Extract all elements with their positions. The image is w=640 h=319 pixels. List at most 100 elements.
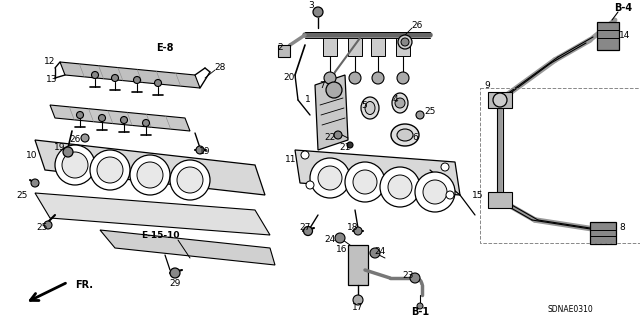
- Text: 21: 21: [339, 144, 351, 152]
- Text: E-15-10: E-15-10: [141, 231, 179, 240]
- Circle shape: [111, 75, 118, 81]
- Circle shape: [137, 162, 163, 188]
- Circle shape: [313, 7, 323, 17]
- Text: 9: 9: [484, 80, 490, 90]
- Circle shape: [306, 181, 314, 189]
- Circle shape: [97, 157, 123, 183]
- Text: 25: 25: [16, 190, 28, 199]
- Text: 24: 24: [374, 248, 386, 256]
- Circle shape: [55, 145, 95, 185]
- Polygon shape: [295, 150, 460, 195]
- Circle shape: [77, 112, 83, 118]
- Bar: [488, 92, 512, 108]
- Circle shape: [372, 72, 384, 84]
- Text: 7: 7: [319, 80, 325, 90]
- Circle shape: [99, 115, 106, 122]
- Bar: [590, 222, 616, 244]
- Circle shape: [130, 155, 170, 195]
- Ellipse shape: [391, 124, 419, 146]
- Text: 27: 27: [300, 224, 310, 233]
- Circle shape: [63, 147, 73, 157]
- Circle shape: [120, 116, 127, 123]
- Text: 8: 8: [619, 224, 625, 233]
- Circle shape: [134, 77, 141, 84]
- Text: 25: 25: [36, 224, 48, 233]
- Circle shape: [415, 172, 455, 212]
- Text: 22: 22: [324, 133, 335, 143]
- Bar: [488, 192, 512, 208]
- Circle shape: [398, 35, 412, 49]
- Text: 19: 19: [54, 144, 66, 152]
- Circle shape: [154, 79, 161, 86]
- Text: 14: 14: [620, 31, 630, 40]
- Circle shape: [353, 170, 377, 194]
- Text: 10: 10: [26, 151, 38, 160]
- Circle shape: [417, 303, 423, 309]
- Circle shape: [410, 273, 420, 283]
- Circle shape: [196, 146, 204, 154]
- Text: 3: 3: [308, 2, 314, 11]
- Bar: [597, 22, 619, 50]
- Polygon shape: [35, 193, 270, 235]
- Circle shape: [493, 93, 507, 107]
- Circle shape: [326, 82, 342, 98]
- Circle shape: [335, 233, 345, 243]
- Bar: [480, 88, 640, 243]
- Circle shape: [177, 167, 203, 193]
- Text: 18: 18: [348, 224, 359, 233]
- Polygon shape: [60, 62, 200, 88]
- Text: 25: 25: [424, 108, 436, 116]
- Ellipse shape: [361, 97, 379, 119]
- Bar: [348, 38, 362, 56]
- Text: 11: 11: [285, 155, 297, 165]
- Text: 28: 28: [214, 63, 226, 72]
- Circle shape: [318, 166, 342, 190]
- Text: 5: 5: [361, 100, 367, 109]
- Circle shape: [345, 162, 385, 202]
- Text: 1: 1: [305, 95, 311, 105]
- Ellipse shape: [392, 93, 408, 113]
- Circle shape: [395, 98, 405, 108]
- Polygon shape: [50, 105, 190, 131]
- Circle shape: [81, 134, 89, 142]
- Circle shape: [347, 142, 353, 148]
- Text: 23: 23: [403, 271, 413, 279]
- Text: 6: 6: [412, 133, 418, 143]
- Text: 20: 20: [284, 73, 294, 83]
- Circle shape: [354, 227, 362, 235]
- Circle shape: [310, 158, 350, 198]
- Circle shape: [349, 72, 361, 84]
- Circle shape: [303, 226, 312, 235]
- Circle shape: [170, 160, 210, 200]
- Circle shape: [446, 191, 454, 199]
- Bar: [371, 38, 385, 56]
- Text: SDNAE0310: SDNAE0310: [547, 306, 593, 315]
- Text: 2: 2: [277, 43, 283, 53]
- Circle shape: [416, 111, 424, 119]
- Circle shape: [324, 72, 336, 84]
- Bar: [396, 38, 410, 56]
- Circle shape: [388, 175, 412, 199]
- Text: B-4: B-4: [614, 3, 632, 13]
- Text: 15: 15: [472, 190, 484, 199]
- Bar: [278, 45, 290, 57]
- Circle shape: [301, 151, 309, 159]
- Circle shape: [31, 179, 39, 187]
- Bar: [323, 38, 337, 56]
- Ellipse shape: [365, 101, 375, 115]
- Ellipse shape: [397, 129, 413, 141]
- Circle shape: [143, 120, 150, 127]
- Circle shape: [92, 71, 99, 78]
- Polygon shape: [100, 230, 275, 265]
- Text: B-1: B-1: [411, 307, 429, 317]
- Text: 13: 13: [46, 76, 58, 85]
- Text: FR.: FR.: [75, 280, 93, 290]
- Text: 4: 4: [392, 95, 398, 105]
- Polygon shape: [315, 75, 348, 150]
- Text: 26: 26: [412, 21, 422, 31]
- Circle shape: [397, 72, 409, 84]
- Polygon shape: [35, 140, 265, 195]
- Circle shape: [62, 152, 88, 178]
- Text: 12: 12: [44, 57, 56, 66]
- Circle shape: [170, 268, 180, 278]
